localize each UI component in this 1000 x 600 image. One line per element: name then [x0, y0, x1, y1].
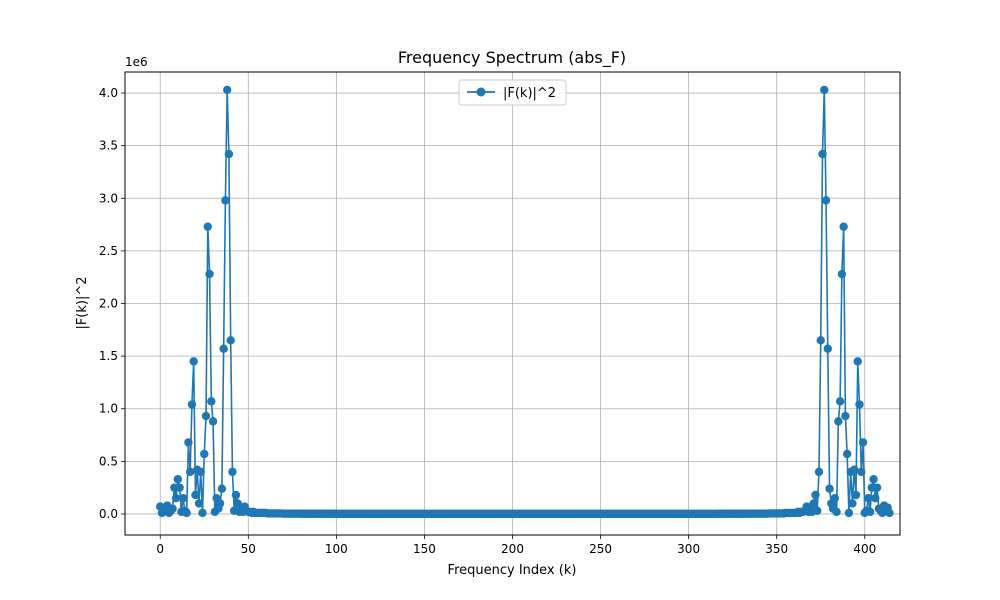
data-point [200, 449, 209, 459]
data-point [820, 85, 829, 95]
series-layer [156, 85, 894, 519]
data-point [835, 397, 845, 406]
data-point [194, 499, 204, 508]
data-point [191, 490, 200, 500]
data-point [222, 85, 232, 95]
x-tick-label: 250 [589, 542, 612, 556]
data-point [203, 222, 212, 231]
data-point [205, 269, 214, 279]
data-point [224, 149, 234, 159]
data-point [871, 493, 880, 503]
y-axis-ticks: 0.0 0.5 1.0 1.5 2.0 2.5 3.0 3.5 4.0 [99, 86, 125, 521]
data-point [848, 499, 857, 508]
data-point [228, 467, 237, 477]
data-point [855, 400, 864, 409]
y-axis-label: |F(k)|^2 [75, 276, 90, 329]
data-point [885, 508, 894, 518]
y-tick-label: 1.5 [99, 349, 118, 363]
data-point [850, 465, 859, 474]
data-point [185, 467, 195, 477]
data-point [171, 493, 181, 503]
data-point [187, 400, 197, 409]
data-point [869, 475, 878, 484]
data-point [837, 269, 847, 279]
data-point [814, 467, 824, 477]
legend: |F(k)|^2 [458, 79, 567, 106]
data-point [825, 484, 834, 493]
x-tick-label: 200 [501, 542, 524, 556]
x-tick-label: 400 [853, 542, 876, 556]
data-point [219, 344, 228, 353]
x-tick-label: 100 [325, 542, 348, 556]
data-point [818, 149, 827, 159]
x-tick-label: 150 [413, 542, 436, 556]
data-point [178, 493, 188, 503]
y-axis-multiplier: 1e6 [125, 55, 148, 69]
data-point [858, 438, 868, 447]
data-point [173, 475, 183, 484]
data-point [821, 196, 831, 205]
data-point [201, 411, 211, 421]
data-point [215, 499, 225, 508]
data-point [809, 499, 818, 508]
data-point [841, 411, 850, 421]
data-point [226, 336, 235, 345]
data-point [198, 508, 207, 518]
legend-box [458, 79, 567, 106]
y-tick-label: 3.5 [99, 139, 118, 153]
y-tick-label: 2.0 [99, 297, 118, 311]
data-point [832, 507, 841, 517]
chart-title: Frequency Spectrum (abs_F) [398, 48, 626, 68]
data-point [834, 417, 843, 426]
data-point [857, 467, 866, 477]
data-point [872, 483, 882, 492]
data-point [175, 483, 184, 492]
data-point [830, 493, 840, 503]
x-axis-label: Frequency Index (k) [448, 563, 577, 578]
data-point [231, 490, 241, 500]
data-point [839, 222, 848, 231]
data-point [865, 507, 875, 517]
legend-label: |F(k)|^2 [503, 86, 556, 101]
data-point [168, 504, 177, 513]
data-point [182, 508, 191, 518]
data-point [813, 506, 822, 515]
x-axis-ticks: 0 50 100 150 200 250 300 350 400 [156, 535, 876, 556]
y-tick-label: 0.5 [99, 454, 118, 468]
data-point [851, 490, 861, 500]
x-tick-label: 50 [241, 542, 256, 556]
y-tick-label: 3.0 [99, 191, 118, 205]
data-point [196, 467, 205, 477]
data-point [208, 417, 218, 426]
y-tick-label: 1.0 [99, 402, 118, 416]
data-point [207, 397, 216, 406]
data-point [823, 344, 832, 353]
data-point [184, 438, 193, 447]
x-tick-label: 350 [765, 542, 788, 556]
data-point [221, 196, 230, 205]
data-point [864, 493, 873, 503]
y-tick-label: 2.5 [99, 244, 118, 258]
data-point [189, 357, 198, 366]
data-point [853, 357, 862, 366]
y-tick-label: 4.0 [99, 86, 118, 100]
y-tick-label: 0.0 [99, 507, 118, 521]
data-point [816, 336, 825, 345]
data-point [844, 508, 854, 518]
data-point [811, 490, 820, 500]
legend-marker-swatch [476, 87, 486, 97]
data-point [842, 449, 852, 459]
data-point [217, 484, 227, 493]
x-tick-label: 300 [677, 542, 700, 556]
x-tick-label: 0 [156, 542, 164, 556]
